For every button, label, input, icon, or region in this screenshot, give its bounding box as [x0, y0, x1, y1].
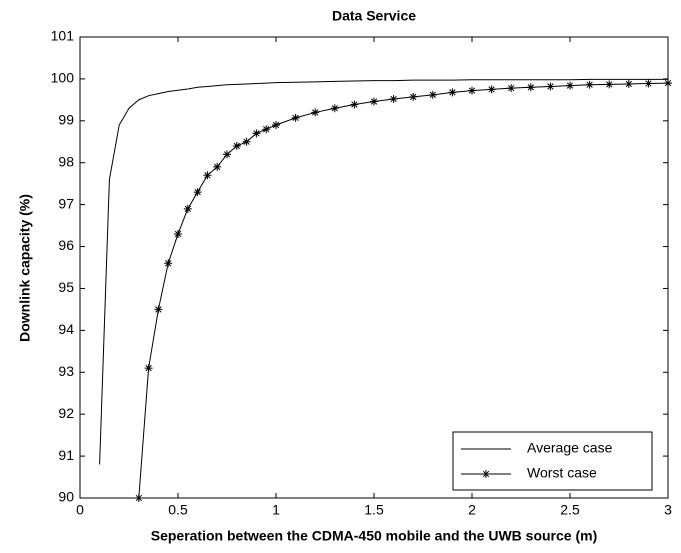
y-axis-label: Downlink capacity (%) — [17, 194, 33, 342]
legend-label: Worst case — [527, 465, 597, 481]
data-marker — [330, 104, 339, 113]
data-marker — [242, 137, 251, 146]
y-tick-label: 101 — [51, 28, 75, 44]
data-marker — [585, 80, 594, 89]
data-marker — [644, 79, 653, 88]
data-marker — [487, 85, 496, 94]
y-tick-label: 96 — [58, 237, 74, 253]
data-marker — [350, 100, 359, 109]
data-marker — [389, 95, 398, 104]
y-tick-label: 93 — [58, 363, 74, 379]
data-marker — [370, 97, 378, 106]
data-marker — [605, 80, 614, 89]
data-marker — [164, 259, 173, 268]
x-tick-label: 1 — [272, 502, 280, 518]
y-tick-label: 90 — [58, 489, 74, 505]
data-marker — [526, 83, 535, 92]
data-marker — [174, 229, 182, 238]
data-marker — [213, 162, 222, 171]
data-marker — [448, 88, 457, 97]
x-tick-label: 1.5 — [364, 502, 384, 518]
x-tick-label: 3 — [664, 502, 672, 518]
data-marker — [193, 188, 202, 197]
plot-frame — [79, 36, 669, 499]
legend-marker — [482, 470, 490, 478]
data-marker — [624, 79, 633, 88]
y-tick-label: 99 — [58, 112, 74, 128]
data-marker — [252, 129, 261, 138]
y-tick-label: 95 — [58, 279, 74, 295]
data-marker — [154, 305, 163, 314]
data-marker — [291, 113, 300, 122]
y-tick-label: 100 — [51, 70, 75, 86]
x-tick-label: 0 — [76, 502, 84, 518]
data-marker — [232, 141, 241, 150]
data-marker — [507, 84, 516, 93]
data-marker — [311, 108, 320, 117]
x-axis-label: Seperation between the CDMA-450 mobile a… — [151, 528, 598, 544]
data-marker — [409, 92, 418, 101]
y-tick-label: 91 — [58, 447, 74, 463]
legend-box — [452, 431, 653, 491]
data-marker — [566, 81, 574, 90]
data-marker — [134, 494, 143, 502]
x-tick-label: 2 — [468, 502, 476, 518]
chart-title: Data Service — [332, 8, 416, 24]
x-tick-label: 2.5 — [560, 502, 580, 518]
y-tick-label: 94 — [58, 321, 74, 337]
y-tick-label: 98 — [58, 153, 74, 169]
data-marker — [183, 204, 192, 213]
data-marker — [664, 79, 672, 88]
data-marker — [546, 82, 555, 91]
data-marker — [272, 121, 280, 130]
data-marker — [428, 90, 437, 99]
data-marker — [262, 125, 271, 134]
series-line — [99, 78, 668, 465]
data-marker — [223, 150, 231, 159]
data-marker — [203, 171, 212, 180]
x-tick-label: 0.5 — [168, 502, 188, 518]
data-marker — [468, 86, 476, 95]
legend-label: Average case — [527, 440, 613, 456]
y-tick-label: 92 — [58, 405, 74, 421]
y-tick-label: 97 — [58, 195, 74, 211]
data-marker — [144, 364, 153, 373]
